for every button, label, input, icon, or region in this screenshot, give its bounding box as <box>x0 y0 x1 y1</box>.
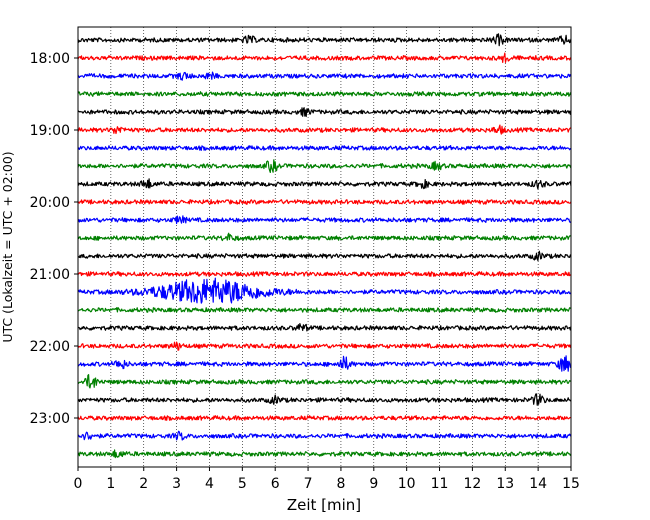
seismic-trace <box>77 71 572 81</box>
seismic-trace <box>77 124 572 135</box>
x-tick-label: 8 <box>336 476 345 492</box>
x-tick-label: 7 <box>304 476 313 492</box>
seismic-trace <box>77 415 572 421</box>
seismic-trace <box>77 271 572 277</box>
grid-lines <box>110 27 539 467</box>
seismic-trace <box>77 145 572 151</box>
y-tick-label: 22:00 <box>30 339 70 355</box>
x-tick-label: 14 <box>529 476 547 492</box>
plot-frame <box>77 26 572 468</box>
x-tick-label: 3 <box>172 476 181 492</box>
x-tick-label: 15 <box>562 476 580 492</box>
seismic-trace <box>77 33 572 47</box>
seismic-trace <box>77 215 572 225</box>
seismic-trace <box>77 449 572 459</box>
seismic-trace <box>77 159 572 173</box>
y-axis-label: UTC (Lokalzeit = UTC + 02:00) <box>0 151 15 342</box>
y-tick-label: 19:00 <box>30 123 70 139</box>
y-tick-label: 23:00 <box>30 411 70 427</box>
x-tick-label: 2 <box>139 476 148 492</box>
seismic-trace <box>77 250 572 262</box>
seismic-trace <box>77 277 572 304</box>
seismic-trace <box>77 199 572 205</box>
seismic-trace <box>77 232 572 242</box>
x-axis-label: Zeit [min] <box>287 496 361 514</box>
seismic-trace <box>77 355 572 372</box>
x-tick-label: 12 <box>463 476 481 492</box>
x-tick-label: 11 <box>431 476 449 492</box>
seismic-trace <box>77 178 572 190</box>
y-axis: 18:00 19:00 20:00 21:00 22:00 23:00 <box>30 51 78 427</box>
seismic-trace <box>77 323 572 332</box>
x-tick-label: 0 <box>74 476 83 492</box>
seismic-trace <box>77 393 572 406</box>
x-tick-label: 4 <box>205 476 214 492</box>
x-tick-label: 9 <box>369 476 378 492</box>
y-tick-label: 21:00 <box>30 267 70 283</box>
x-axis: 0 1 2 3 4 5 6 7 8 9 10 11 12 13 14 15 <box>74 467 580 492</box>
trace-group <box>77 33 572 459</box>
x-tick-label: 6 <box>271 476 280 492</box>
seismic-trace <box>77 430 572 441</box>
x-tick-label: 1 <box>106 476 115 492</box>
seismic-trace <box>77 307 572 313</box>
x-tick-label: 5 <box>238 476 247 492</box>
y-tick-label: 18:00 <box>30 51 70 67</box>
y-tick-label: 20:00 <box>30 195 70 211</box>
seismic-trace <box>77 52 572 63</box>
x-tick-label: 10 <box>398 476 416 492</box>
seismic-trace <box>77 107 572 118</box>
x-tick-label: 13 <box>496 476 514 492</box>
seismic-trace <box>77 341 572 351</box>
seismic-trace <box>77 91 572 97</box>
seismic-trace <box>77 374 572 389</box>
